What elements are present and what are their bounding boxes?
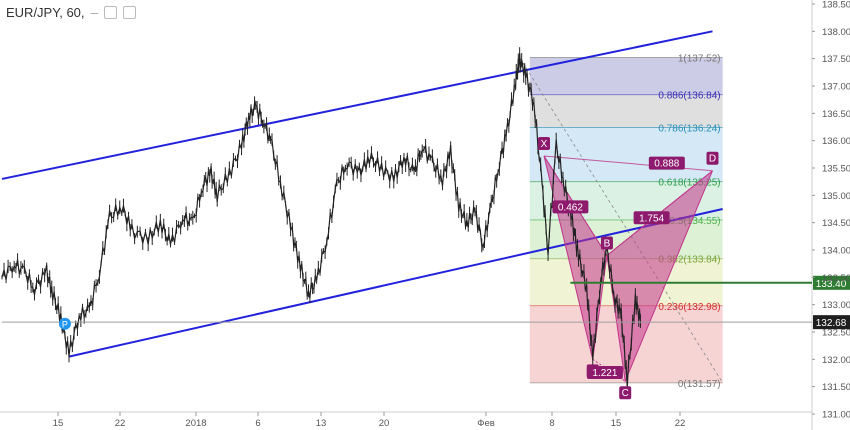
harmonic-ratio-label: 0.888 bbox=[654, 159, 679, 170]
fib-label-0.618: 0.618(135.25) bbox=[658, 178, 720, 189]
harmonic-ratio-label: 1.754 bbox=[639, 213, 664, 224]
y-tick-label: 131.50 bbox=[822, 382, 850, 393]
trend-channel[interactable] bbox=[1, 30, 723, 358]
y-tick-label: 136.50 bbox=[822, 109, 850, 120]
y-tick-label: 133.50 bbox=[822, 273, 850, 284]
x-tick-label: 22 bbox=[675, 418, 686, 429]
x-tick-label: Фев bbox=[477, 418, 495, 429]
fib-label-0.382: 0.382(133.84) bbox=[658, 255, 720, 266]
chart-axes: 138.50 138.00 137.50 137.00 136.50 136.00 135.… bbox=[53, 0, 850, 429]
harmonic-point-D: D bbox=[709, 154, 716, 165]
fib-trendline bbox=[519, 57, 723, 384]
x-tick-label: 15 bbox=[53, 418, 64, 429]
harmonic-point-bg-D bbox=[706, 151, 719, 165]
y-tick-label: 131.00 bbox=[822, 410, 850, 421]
y-tick-label: 136.00 bbox=[822, 136, 850, 147]
x-tick-label: 6 bbox=[255, 418, 260, 429]
y-tick-label: 134.00 bbox=[822, 246, 850, 257]
y-tick-label: 137.00 bbox=[822, 82, 850, 93]
harmonic-point-bg-B bbox=[600, 236, 613, 250]
y-tick-label: 137.50 bbox=[822, 54, 850, 65]
x-tick-label: 13 bbox=[316, 418, 327, 429]
symbol-label: EUR/JPY, 60, bbox=[6, 4, 85, 20]
fib-band-0.886 bbox=[529, 94, 723, 128]
harmonic-point-X: X bbox=[541, 139, 548, 150]
fib-band-1 bbox=[529, 57, 723, 95]
x-tick-label: 8 bbox=[549, 418, 554, 429]
x-tick-label: 22 bbox=[115, 418, 126, 429]
harmonic-bd-line bbox=[606, 170, 713, 256]
y-tick-label: 138.00 bbox=[822, 27, 850, 38]
x-tick-label: 2018 bbox=[185, 418, 206, 429]
settings-icon[interactable] bbox=[104, 5, 118, 19]
harmonic-ratio-bg bbox=[552, 200, 589, 214]
chart-header: EUR/JPY, 60, – bbox=[6, 4, 137, 20]
harmonic-point-C: C bbox=[622, 388, 629, 399]
price-tag-132.68: 132.68 bbox=[816, 318, 847, 329]
channel-line-lower bbox=[68, 208, 723, 358]
harmonic-point-bg-X bbox=[538, 136, 551, 150]
fib-label-1: 1(137.52) bbox=[678, 54, 721, 65]
pivot-marker bbox=[58, 317, 71, 330]
price-levels: 133.40 132.68 bbox=[2, 275, 850, 330]
harmonic-ratio-label: 0.462 bbox=[558, 202, 583, 213]
fib-label-0.5: 0.5(134.55) bbox=[669, 216, 720, 227]
y-tick-label: 134.50 bbox=[822, 218, 850, 229]
price-tag-bg-133.40 bbox=[813, 275, 850, 290]
price-tag-bg-132.68 bbox=[813, 315, 850, 330]
y-tick-label: 132.50 bbox=[822, 328, 850, 339]
fib-label-0: 0(131.57) bbox=[678, 379, 721, 390]
harmonic-ratio-bg bbox=[633, 211, 670, 225]
channel-line-upper bbox=[1, 30, 713, 180]
y-tick-label: 133.00 bbox=[822, 300, 850, 311]
fib-label-0.786: 0.786(136.24) bbox=[658, 124, 720, 135]
x-tick-label: 15 bbox=[611, 418, 622, 429]
price-series bbox=[1, 47, 642, 391]
x-tick-label: 20 bbox=[379, 418, 390, 429]
collapse-icon[interactable]: – bbox=[90, 4, 99, 20]
harmonic-point-B: B bbox=[604, 238, 611, 249]
y-tick-label: 135.00 bbox=[822, 191, 850, 202]
harmonic-ratio-bg bbox=[648, 156, 685, 170]
harmonic-ratio-label: 1.221 bbox=[592, 368, 617, 379]
fib-label-0.236: 0.236(132.98) bbox=[658, 302, 720, 313]
y-tick-label: 138.50 bbox=[822, 0, 850, 11]
y-tick-label: 135.50 bbox=[822, 164, 850, 175]
close-icon[interactable] bbox=[123, 5, 137, 19]
price-grid bbox=[0, 0, 813, 430]
price-line bbox=[1, 53, 642, 388]
fib-label-0.886: 0.886(136.84) bbox=[658, 91, 720, 102]
price-tag-133.40: 133.40 bbox=[816, 279, 847, 290]
harmonic-ratio-bg bbox=[586, 366, 623, 379]
y-tick-label: 132.00 bbox=[822, 355, 850, 366]
fib-band-0.786 bbox=[529, 127, 723, 182]
harmonic-point-bg-C bbox=[619, 386, 632, 400]
pivot-marker-label: P bbox=[62, 319, 68, 329]
